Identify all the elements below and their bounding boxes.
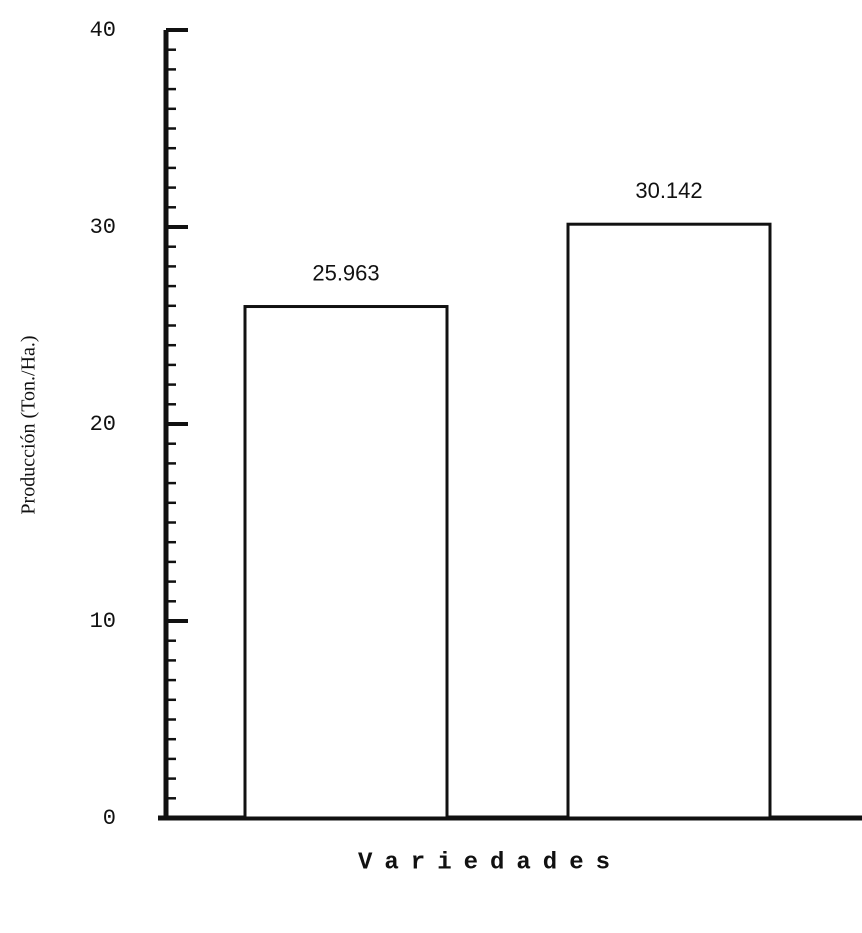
y-tick-label: 30 xyxy=(90,215,116,240)
bar xyxy=(243,305,449,820)
y-tick-label: 10 xyxy=(90,609,116,634)
y-tick-label: 0 xyxy=(103,806,116,831)
x-axis-label: Variedades xyxy=(358,849,622,876)
y-tick-label: 20 xyxy=(90,412,116,437)
bar xyxy=(566,222,772,820)
y-axis-label: Producción (Ton./Ha.) xyxy=(18,335,40,514)
y-tick-label: 40 xyxy=(90,18,116,43)
value-label: 30.142 xyxy=(635,178,702,203)
value-label: 25.963 xyxy=(312,260,379,285)
